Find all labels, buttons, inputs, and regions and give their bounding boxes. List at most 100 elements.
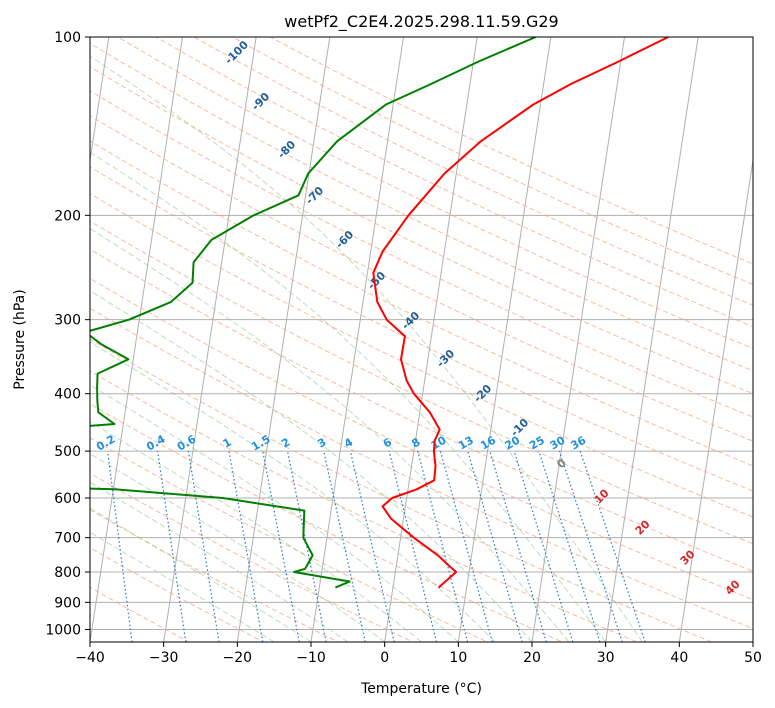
plot-frame — [89, 36, 754, 643]
mixing-ratio-line — [106, 451, 133, 642]
y-axis: 100 200 300 400 500 600 700 800 900 1000 — [45, 30, 90, 638]
dry-adiabat-label: 30 — [678, 547, 698, 567]
isotherm-gridline — [384, 37, 478, 642]
mixing-ratio-lines — [106, 450, 646, 642]
x-tick-label: 30 — [597, 650, 615, 666]
moist-adiabat-line — [90, 227, 570, 642]
mixing-ratio-line — [187, 451, 220, 642]
dry-adiabat-line — [90, 586, 190, 642]
dry-adiabat-label: -40 — [399, 309, 422, 332]
dry-adiabat-label: 10 — [592, 486, 612, 506]
dry-adiabat-line — [117, 37, 753, 350]
mixing-ratio-line — [538, 450, 601, 642]
x-tick-label: 10 — [449, 650, 467, 666]
moist-adiabat-line — [90, 341, 496, 642]
dry-adiabat-line — [90, 277, 753, 601]
mixing-ratio-line — [417, 450, 469, 642]
isotherm-gridline — [531, 37, 625, 642]
x-tick-label: 50 — [744, 650, 762, 666]
dry-adiabat-line — [155, 37, 753, 328]
moist-adiabat-line — [90, 421, 422, 642]
isotherm-gridline — [163, 37, 257, 642]
dry-adiabat-line — [90, 66, 753, 395]
x-tick-label: 20 — [523, 650, 541, 666]
x-tick-label: 40 — [670, 650, 688, 666]
isotherm-gridline — [605, 37, 699, 642]
dry-adiabat-label: -100 — [222, 38, 251, 67]
x-tick-label: −20 — [223, 650, 253, 666]
x-tick-label: −30 — [149, 650, 179, 666]
dry-adiabats — [90, 37, 753, 642]
x-axis: −40 −30 −20 −10 0 10 20 30 40 50 — [75, 642, 762, 666]
dry-adiabat-label: -60 — [333, 228, 356, 251]
temperature-line — [372, 37, 669, 589]
mixing-ratio-label: 16 — [478, 433, 498, 452]
isotherm-gridline — [457, 37, 552, 642]
sounding-series — [90, 37, 669, 589]
mixing-ratio-label: 10 — [429, 433, 449, 452]
mixing-ratio-line — [286, 450, 327, 642]
dry-adiabat-line — [90, 248, 753, 572]
dry-adiabat-line — [90, 338, 714, 642]
dry-adiabat-line — [90, 370, 639, 642]
dry-adiabat-line — [90, 220, 753, 545]
mixing-ratio-line — [262, 450, 300, 642]
mixing-ratio-line — [349, 450, 395, 642]
dry-adiabat-label: 20 — [633, 517, 653, 537]
dry-adiabat-line — [90, 437, 489, 642]
isotherm-gridline — [90, 37, 183, 642]
y-tick-label: 1000 — [45, 622, 81, 638]
isotherm-gridline — [752, 638, 753, 642]
chart-title: wetPf2_C2E4.2025.298.11.59.G29 — [284, 12, 558, 32]
mixing-ratio-label: 30 — [548, 433, 568, 452]
moist-adiabat-line — [90, 55, 643, 642]
dry-adiabat-line — [90, 90, 753, 418]
y-tick-label: 900 — [54, 595, 81, 611]
y-tick-label: 800 — [54, 565, 81, 581]
moist-adiabat-line — [90, 531, 275, 642]
dry-adiabat-line — [90, 403, 564, 642]
mixing-ratio-label: 36 — [568, 433, 588, 452]
mixing-ratio-line — [323, 450, 366, 642]
mixing-ratio-line — [388, 450, 438, 642]
isotherm-gridline — [90, 37, 110, 164]
mixing-ratio-label: 2 — [279, 436, 292, 451]
dry-adiabat-line — [90, 193, 753, 518]
mixing-ratio-line — [579, 450, 646, 642]
mixing-ratio-line — [228, 450, 264, 642]
mixing-ratio-label: 25 — [527, 434, 547, 453]
mixing-ratio-line — [513, 450, 574, 642]
x-axis-label: Temperature (°C) — [360, 681, 482, 697]
moist-adiabat-line — [90, 290, 533, 642]
dry-adiabat-label: -90 — [249, 90, 272, 113]
moist-adiabat-line — [90, 507, 312, 642]
y-tick-label: 500 — [54, 444, 81, 460]
mixing-ratio-line — [489, 450, 547, 642]
y-tick-label: 600 — [54, 491, 81, 507]
dry-adiabat-label: -80 — [275, 138, 298, 161]
mixing-ratio-line — [439, 450, 493, 642]
y-tick-label: 200 — [54, 208, 81, 224]
y-axis-label: Pressure (hPa) — [12, 289, 28, 389]
mixing-ratio-line — [558, 450, 623, 642]
dry-adiabat-label: -30 — [434, 347, 457, 370]
dry-adiabat-line — [193, 37, 753, 306]
dry-adiabat-line — [90, 115, 753, 442]
dry-adiabat-label: -20 — [471, 382, 494, 405]
y-tick-label: 700 — [54, 531, 81, 547]
moist-adiabat-line — [90, 151, 607, 642]
y-tick-label: 400 — [54, 387, 81, 403]
mixing-ratio-label: 8 — [409, 436, 422, 451]
dry-adiabat-line — [90, 307, 753, 630]
moist-adiabat-line — [90, 453, 385, 642]
moist-adiabat-line — [90, 481, 349, 642]
dry-adiabat-line — [90, 166, 753, 492]
x-tick-label: −40 — [75, 650, 105, 666]
dry-adiabat-line — [90, 472, 415, 642]
dewpoint-line — [90, 37, 537, 589]
y-tick-label: 300 — [54, 313, 81, 329]
grid — [90, 37, 753, 642]
isotherm-gridline — [236, 37, 331, 642]
moist-adiabat-line — [90, 384, 459, 642]
